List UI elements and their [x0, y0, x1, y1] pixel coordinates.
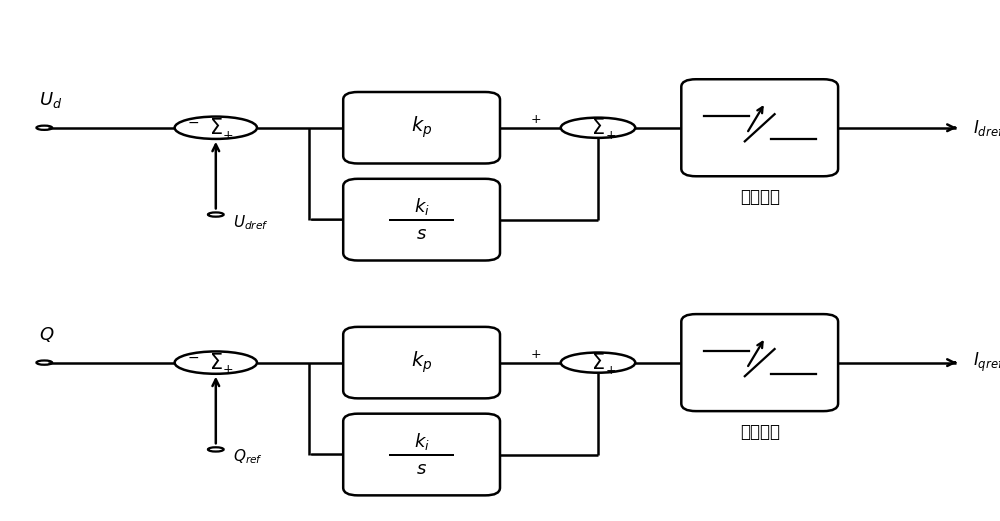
Text: $k_p$: $k_p$ [411, 350, 432, 375]
Text: $U_d$: $U_d$ [39, 90, 63, 109]
Text: 输出限幅: 输出限幅 [740, 423, 780, 441]
Text: +: + [531, 113, 542, 126]
Text: $\Sigma$: $\Sigma$ [209, 353, 223, 373]
Text: +: + [531, 348, 542, 361]
Text: −: − [187, 351, 199, 365]
Text: $k_i$: $k_i$ [414, 431, 430, 452]
Text: $\Sigma$: $\Sigma$ [591, 118, 605, 138]
Text: $\Sigma$: $\Sigma$ [591, 353, 605, 373]
Text: $Q_{ref}$: $Q_{ref}$ [233, 448, 263, 466]
Text: $s$: $s$ [416, 460, 427, 478]
Text: +: + [606, 364, 616, 377]
Text: $k_i$: $k_i$ [414, 196, 430, 217]
Text: +: + [223, 363, 233, 376]
Text: −: − [187, 116, 199, 130]
Text: +: + [223, 129, 233, 142]
Text: $s$: $s$ [416, 225, 427, 243]
FancyBboxPatch shape [343, 414, 500, 495]
Text: $I_{qref}$: $I_{qref}$ [973, 351, 1000, 374]
Text: $Q$: $Q$ [39, 325, 55, 344]
Text: $U_{dref}$: $U_{dref}$ [233, 213, 269, 231]
FancyBboxPatch shape [343, 92, 500, 164]
Text: $I_{dref}$: $I_{dref}$ [973, 118, 1000, 138]
Text: 输出限幅: 输出限幅 [740, 188, 780, 206]
Text: $\Sigma$: $\Sigma$ [209, 118, 223, 138]
FancyBboxPatch shape [343, 179, 500, 260]
FancyBboxPatch shape [343, 327, 500, 399]
FancyBboxPatch shape [681, 314, 838, 411]
FancyBboxPatch shape [681, 79, 838, 176]
Text: +: + [606, 129, 616, 142]
Text: $k_p$: $k_p$ [411, 115, 432, 141]
